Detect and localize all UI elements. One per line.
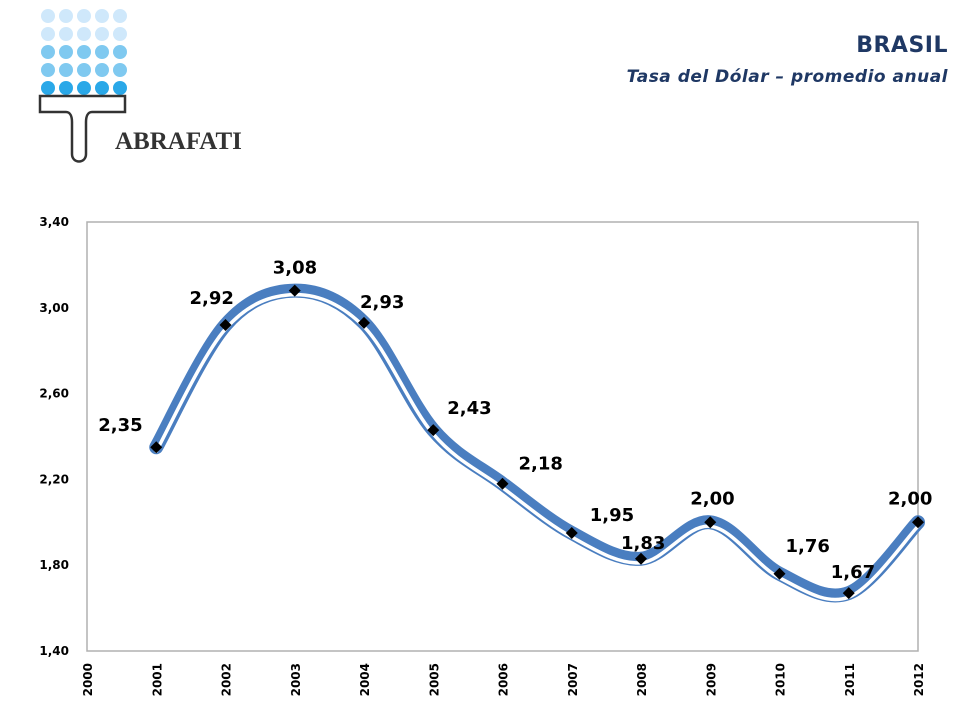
y-tick-label: 3,40 [39,215,69,229]
data-label: 2,00 [690,488,734,509]
data-label: 2,43 [447,398,491,419]
logo-dot [113,45,127,59]
logo-dot [77,9,91,23]
logo-dot [95,81,109,95]
series-line-highlight [154,292,920,602]
data-markers [150,284,924,600]
series-line [149,283,925,603]
data-label: 2,00 [888,488,932,509]
logo-dot-grid [41,9,127,95]
logo-dot [77,27,91,41]
x-tick-label: 2001 [150,663,164,696]
logo-dot [59,63,73,77]
x-tick-label: 2000 [81,663,95,696]
logo-dot [59,27,73,41]
logo-dot [41,27,55,41]
logo-wordmark: ABRAFATI [115,128,242,155]
paintbrush-icon [38,94,127,163]
logo-dot [113,9,127,23]
logo-dot [59,9,73,23]
logo-dot [41,9,55,23]
x-tick-label: 2009 [704,663,718,696]
logo-dot [113,63,127,77]
x-tick-label: 2002 [220,663,234,696]
data-point-marker [358,316,370,329]
data-point-marker [150,441,163,454]
logo-dot [95,63,109,77]
y-tick-label: 1,80 [39,558,69,572]
data-labels: 2,35 2,92 3,08 2,93 2,43 2,18 1,95 1,83 2,00 1,76… [98,258,932,583]
logo-dot [41,45,55,59]
data-label: 2,92 [190,288,234,309]
data-point-marker [288,284,301,297]
data-label: 1,83 [621,533,665,554]
logo-dot [41,81,55,95]
data-point-marker [427,424,440,437]
x-tick-label: 2011 [843,663,857,696]
data-label: 1,67 [831,562,875,583]
data-label: 3,08 [273,258,317,279]
data-point-marker [842,587,855,600]
logo-dot [77,63,91,77]
x-tick-label: 2005 [427,663,441,696]
logo-dot [95,27,109,41]
logo-dot [59,45,73,59]
logo-dot [113,81,127,95]
logo-dot [95,45,109,59]
x-tick-label: 2010 [774,663,788,696]
y-tick-label: 1,40 [39,644,69,658]
y-tick-label: 3,00 [39,301,69,315]
logo-dot [95,9,109,23]
page-title: BRASIL [856,33,948,58]
y-tick-label: 2,20 [39,472,69,486]
abrafati-logo: ABRAFATI [38,9,242,163]
series-line-stroke [149,283,925,603]
data-point-marker [704,516,717,529]
y-tick-label: 2,60 [39,387,69,401]
data-label: 2,18 [519,454,563,475]
logo-dot [113,27,127,41]
page-subtitle: Tasa del Dólar – promedio anual [626,67,948,87]
x-tick-label: 2006 [497,663,511,696]
x-axis: 2000 2001 2002 2003 2004 2005 2006 2007 2008 2009… [81,663,926,696]
data-point-marker [635,552,647,565]
data-point-marker [773,567,786,580]
data-point-marker [912,516,924,529]
logo-dot [41,63,55,77]
x-tick-label: 2012 [912,663,926,696]
data-label: 2,35 [98,415,142,436]
data-label: 1,76 [786,536,830,557]
data-label: 1,95 [590,505,634,526]
plot-area-frame [86,221,919,652]
logo-dot [77,45,91,59]
x-tick-label: 2008 [635,663,649,696]
logo-dot [77,81,91,95]
x-tick-label: 2003 [289,663,303,696]
data-point-marker [496,477,509,490]
data-label: 2,93 [360,292,404,313]
x-tick-label: 2004 [358,663,372,696]
data-point-marker [565,527,578,540]
logo-dot [59,81,73,95]
y-axis: 1,40 1,80 2,20 2,60 3,00 3,40 [39,215,69,658]
data-point-marker [219,318,232,331]
x-tick-label: 2007 [566,663,580,696]
